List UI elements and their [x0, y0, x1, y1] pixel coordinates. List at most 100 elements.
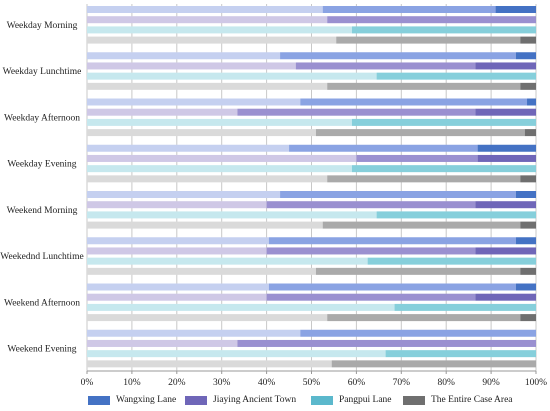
- bar-segment: [351, 26, 536, 34]
- bar-segment: [475, 247, 536, 255]
- bar-segment: [327, 82, 521, 90]
- category-label: Weekday Evening: [7, 160, 76, 170]
- category-label: Weekend Evening: [7, 345, 76, 355]
- x-tick-label: 0%: [81, 378, 94, 388]
- bar-segment: [87, 247, 267, 255]
- bar-segment: [527, 98, 536, 106]
- bar-segment: [331, 360, 536, 368]
- legend-item-wangxing-lane: Wangxing Lane: [88, 390, 176, 410]
- bar-segment: [520, 221, 536, 229]
- bar-segment: [87, 6, 323, 13]
- category-label: Weekend Morning: [7, 206, 78, 216]
- legend-label: Pangpui Lane: [339, 395, 392, 405]
- bar-segment: [87, 16, 328, 24]
- bar-segment: [477, 154, 536, 162]
- bar-segment: [87, 360, 332, 368]
- legend-item-entire-case-area: The Entire Case Area: [403, 390, 513, 410]
- bar-segment: [475, 201, 536, 209]
- bar-segment: [524, 129, 536, 137]
- bar-segment: [237, 108, 476, 116]
- bar-segment: [87, 98, 301, 106]
- bar-segment: [327, 16, 536, 24]
- bar-segment: [87, 329, 301, 337]
- bar-segment: [87, 129, 316, 137]
- category-label: Weekday Lunchtime: [3, 67, 82, 77]
- bar-segment: [300, 98, 528, 106]
- x-tick-label: 50%: [303, 378, 321, 388]
- bar-segment: [351, 118, 536, 126]
- bar-segment: [87, 293, 267, 301]
- bar-segment: [327, 314, 521, 322]
- bar-segment: [87, 144, 290, 152]
- bar-segment: [87, 165, 352, 173]
- bar-segment: [237, 339, 537, 347]
- bar-segment: [87, 154, 357, 162]
- bar-segment: [268, 283, 516, 291]
- x-tick-label: 90%: [482, 378, 500, 388]
- bar-segment: [87, 350, 386, 358]
- category-label: Weekednd Lunchtime: [0, 252, 83, 262]
- bar-segment: [322, 221, 521, 229]
- bar-segment: [87, 108, 238, 116]
- x-tick-label: 30%: [213, 378, 231, 388]
- bar-segment: [327, 175, 521, 183]
- bar-segment: [87, 267, 316, 275]
- bar-segment: [515, 237, 536, 245]
- x-tick-label: 40%: [258, 378, 276, 388]
- x-tick-label: 10%: [123, 378, 141, 388]
- bar-segment: [376, 72, 536, 80]
- bar-segment: [356, 154, 478, 162]
- bar-segment: [87, 72, 377, 80]
- bar-segment: [87, 175, 328, 183]
- legend-label: The Entire Case Area: [431, 395, 513, 405]
- legend-item-pangpui-lane: Pangpui Lane: [311, 390, 392, 410]
- bar-segment: [394, 303, 536, 311]
- category-label: Weekend Afternoon: [4, 297, 80, 308]
- bar-segment: [495, 6, 536, 13]
- bar-segment: [520, 267, 536, 275]
- bar-segment: [280, 191, 516, 198]
- legend-swatch-entire-case-area: [403, 395, 425, 405]
- bar-segment: [385, 350, 536, 358]
- bar-segment: [367, 257, 536, 265]
- category-label: Weekday Afternoon: [4, 112, 80, 123]
- bar-segment: [520, 36, 536, 44]
- bar-segment: [87, 36, 337, 44]
- bar-segment: [351, 165, 536, 173]
- bar-segment: [315, 129, 525, 137]
- bar-segment: [315, 267, 521, 275]
- category-label: Weekday Morning: [7, 21, 78, 31]
- bar-segment: [87, 221, 323, 229]
- bar-segment: [280, 52, 516, 60]
- bar-segment: [87, 257, 368, 265]
- bar-segment: [87, 211, 377, 219]
- chart-legend: Wangxing Lane Jiaying Ancient Town Pangp…: [0, 390, 550, 410]
- bar-segment: [87, 339, 238, 347]
- bar-segment: [295, 62, 476, 70]
- bar-segment: [87, 314, 328, 322]
- bar-segment: [87, 118, 352, 126]
- bar-segment: [87, 201, 267, 209]
- bar-segment: [266, 247, 476, 255]
- bar-segment: [87, 52, 281, 60]
- bar-segment: [87, 191, 281, 198]
- bar-segment: [87, 82, 328, 90]
- bar-segment: [87, 26, 352, 34]
- bar-segment: [475, 62, 536, 70]
- bar-segment: [87, 283, 269, 291]
- bar-segment: [266, 201, 476, 209]
- bar-segment: [515, 191, 536, 198]
- legend-swatch-wangxing-lane: [88, 395, 110, 405]
- bar-segment: [268, 237, 516, 245]
- legend-item-jiaying-ancient-town: Jiaying Ancient Town: [185, 390, 296, 410]
- bar-segment: [515, 52, 536, 60]
- x-tick-label: 100%: [525, 378, 547, 388]
- legend-swatch-pangpui-lane: [311, 395, 333, 405]
- legend-label: Wangxing Lane: [116, 395, 177, 405]
- bar-segment: [289, 144, 478, 152]
- bar-segment: [336, 36, 521, 44]
- x-tick-label: 70%: [393, 378, 411, 388]
- bar-segment: [475, 293, 536, 301]
- x-tick-label: 60%: [348, 378, 366, 388]
